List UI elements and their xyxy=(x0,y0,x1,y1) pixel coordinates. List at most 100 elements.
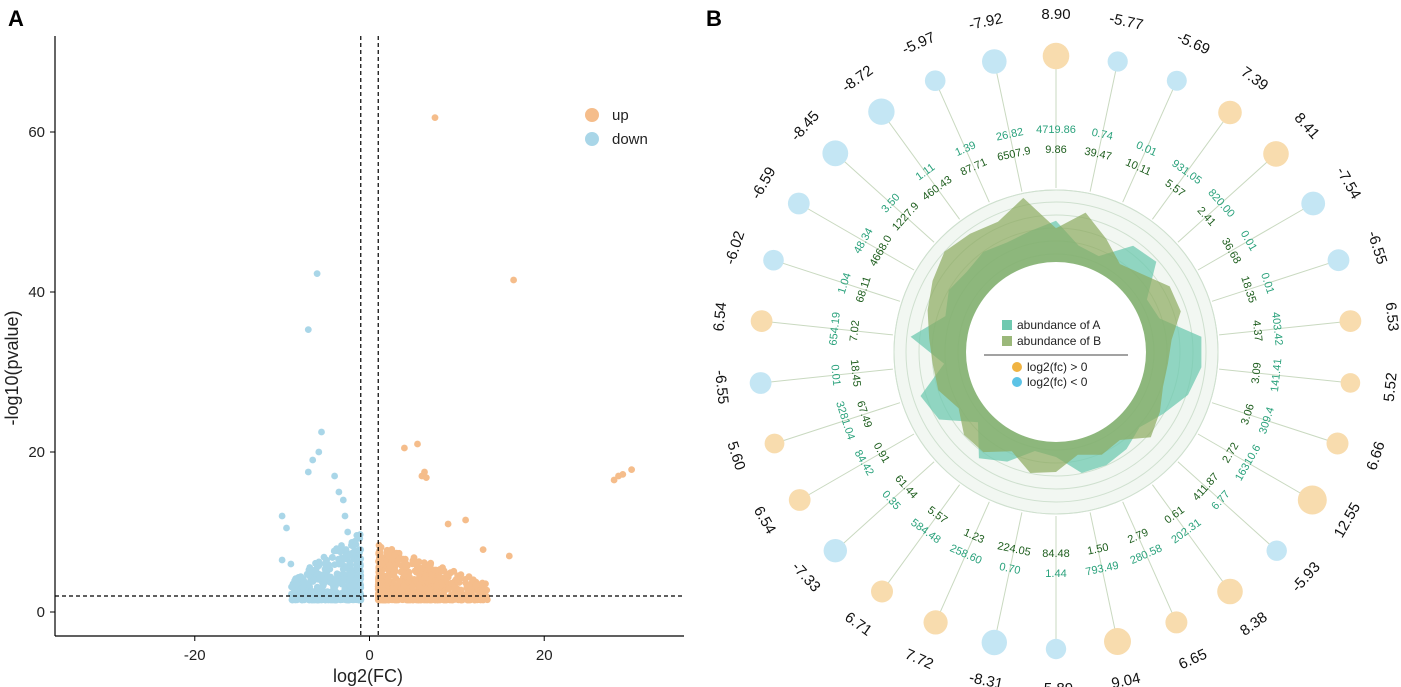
legend-label-abundance-b: abundance of B xyxy=(1017,334,1101,348)
fc-label: -5.97 xyxy=(900,29,938,58)
panel-letter-a: A xyxy=(8,6,24,31)
abundance-b-label: 3.06 xyxy=(1239,402,1257,426)
down-point xyxy=(309,577,317,585)
abundance-a-label: 0.01 xyxy=(828,364,842,387)
abundance-b-label: 84.48 xyxy=(1042,548,1070,560)
down-point xyxy=(354,571,362,578)
x-tick-label: -20 xyxy=(184,647,206,664)
legend-label-down: down xyxy=(612,131,648,148)
fc-bubble-down xyxy=(868,98,895,125)
down-point xyxy=(299,583,307,591)
down-point xyxy=(304,326,312,333)
fc-bubble-up xyxy=(1263,141,1289,167)
fc-bubble-up xyxy=(1104,628,1131,655)
abundance-a-label: 654.19 xyxy=(827,311,842,346)
radar-spoke xyxy=(761,320,893,336)
y-tick-label: 20 xyxy=(28,444,45,461)
abundance-a-label: 84.42 xyxy=(852,448,876,478)
volcano-axes: -20 0 20 0 20 40 60 xyxy=(28,36,684,664)
down-point xyxy=(331,561,339,568)
fc-label: -8.45 xyxy=(787,108,823,145)
down-point xyxy=(305,596,313,604)
y-axis-title: -log10(pvalue) xyxy=(2,310,22,425)
up-point xyxy=(410,554,418,562)
down-point xyxy=(340,575,348,583)
up-point xyxy=(472,582,480,589)
up-point xyxy=(445,585,453,593)
abundance-b-label: 18.45 xyxy=(848,359,863,388)
down-point xyxy=(319,582,327,590)
radar-spokes xyxy=(749,42,1362,660)
down-point xyxy=(298,596,306,604)
fc-label: 8.90 xyxy=(1041,6,1070,23)
abundance-b-label: 39.47 xyxy=(1083,146,1112,163)
fc-bubble-up xyxy=(1340,373,1361,393)
down-point xyxy=(353,557,361,564)
fc-bubble-up xyxy=(871,580,893,603)
down-point xyxy=(339,591,347,598)
abundance-a-label: 1.11 xyxy=(914,161,938,183)
abundance-b-label: 9.86 xyxy=(1045,144,1066,156)
up-point xyxy=(378,559,386,567)
abundance-b-label: 2.41 xyxy=(1195,205,1218,229)
down-point xyxy=(309,456,317,464)
abundance-a-label: 793.49 xyxy=(1084,560,1119,579)
fc-label: 6.71 xyxy=(841,609,875,640)
abundance-b-label: 10.11 xyxy=(1124,156,1153,178)
fc-bubble-up xyxy=(750,310,773,332)
up-point xyxy=(619,471,627,478)
up-point xyxy=(510,276,517,284)
abundance-a-label: 3.50 xyxy=(879,191,902,215)
radar-spoke xyxy=(834,461,935,552)
radar-ring xyxy=(905,201,1207,503)
up-point xyxy=(415,564,423,571)
radar-spoke xyxy=(1197,433,1313,501)
volcano-points xyxy=(278,114,635,604)
fc-bubble-down xyxy=(763,249,784,271)
up-point xyxy=(397,586,405,594)
radar-spoke xyxy=(880,111,961,220)
up-point xyxy=(479,546,487,553)
abundance-a-label: 258.60 xyxy=(948,542,984,567)
down-point xyxy=(342,565,350,572)
down-point xyxy=(292,575,300,583)
fc-bubble-down xyxy=(1045,638,1067,660)
abundance-a-label: 280.58 xyxy=(1128,542,1164,567)
abundance-a-label: 3281.04 xyxy=(833,400,857,442)
down-point xyxy=(331,472,338,480)
fc-label: 9.04 xyxy=(1110,670,1142,687)
up-point xyxy=(386,562,394,570)
up-point xyxy=(426,576,433,584)
down-point xyxy=(356,596,363,604)
volcano-plot: A -20 0 20 0 20 40 60 up down log2(FC) -log10(p… xyxy=(2,6,684,686)
down-point xyxy=(315,558,323,566)
fc-bubble-down xyxy=(1301,191,1326,216)
down-point xyxy=(342,596,350,604)
abundance-a-label: 0.35 xyxy=(879,488,902,512)
legend-label-fc-negative: log2(fc) < 0 xyxy=(1027,375,1088,389)
radar-spoke xyxy=(934,80,990,203)
up-point xyxy=(394,557,402,564)
fc-bubble-down xyxy=(1166,70,1187,91)
fc-label: 7.39 xyxy=(1238,64,1272,95)
radar-spoke xyxy=(798,203,915,271)
fc-label: 8.38 xyxy=(1237,609,1271,640)
legend-swatch-abundance-b xyxy=(1002,336,1012,346)
panel-letter-b: B xyxy=(706,6,722,31)
abundance-a-label: 1.39 xyxy=(953,139,977,159)
fc-label: 6.66 xyxy=(1363,439,1388,472)
up-point xyxy=(438,579,445,586)
fc-label: 6.65 xyxy=(1176,646,1210,673)
fc-label: 5.60 xyxy=(723,439,748,472)
up-point xyxy=(403,595,410,603)
fc-label: -7.33 xyxy=(788,559,824,596)
fc-bubble-up xyxy=(923,610,948,635)
down-point xyxy=(315,448,323,456)
down-point xyxy=(324,562,332,569)
legend-label-fc-positive: log2(fc) > 0 xyxy=(1027,360,1088,374)
radar-spoke xyxy=(1122,80,1178,203)
abundance-a-label: 48.34 xyxy=(852,226,876,256)
fc-label: -5.69 xyxy=(1174,29,1212,58)
radar-ring xyxy=(893,189,1219,515)
abundance-b-label: 2.79 xyxy=(1126,527,1150,547)
